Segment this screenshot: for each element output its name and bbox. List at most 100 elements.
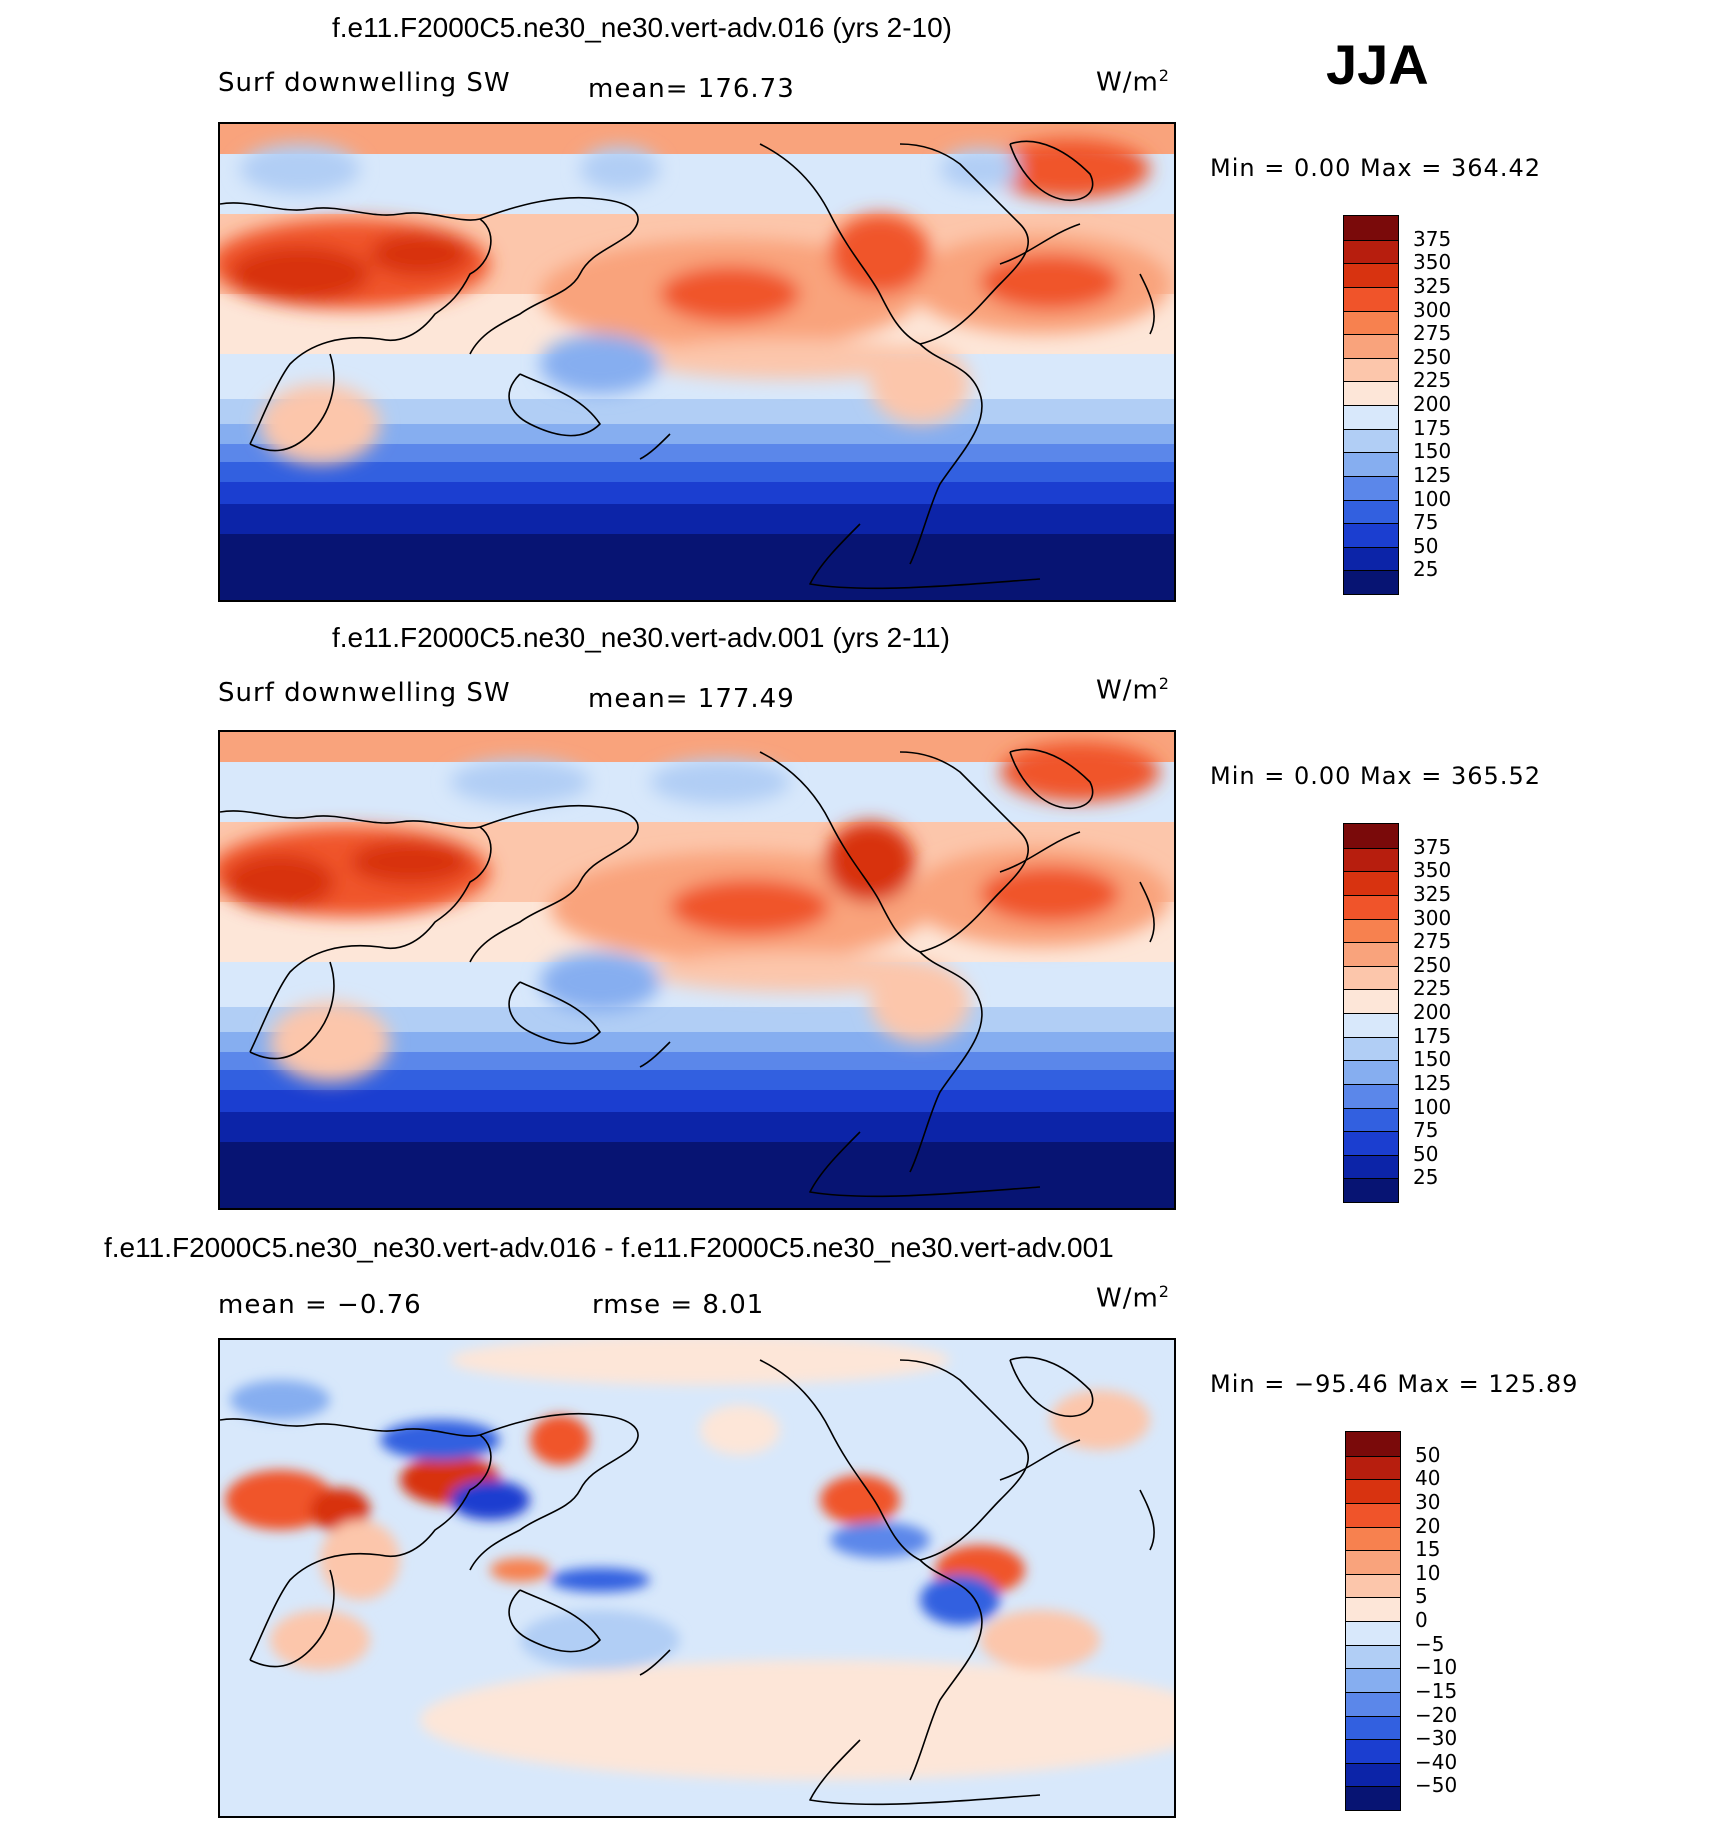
- colorbar-swatch: [1344, 546, 1398, 571]
- colorbar-tick-label: −10: [1415, 1655, 1458, 1680]
- colorbar-swatch: [1344, 523, 1398, 547]
- colorbar-swatch: [1344, 570, 1398, 594]
- colorbar-tick-label: 250: [1413, 344, 1452, 369]
- units-label: W/m2: [1096, 674, 1170, 706]
- rmse-label: rmse = 8.01: [592, 1290, 765, 1320]
- colorbar-tick-label: 125: [1413, 462, 1452, 487]
- panel-title: f.e11.F2000C5.ne30_ne30.vert-adv.016 - f…: [104, 1232, 1114, 1263]
- colorbar-tick-label: 150: [1413, 439, 1452, 464]
- colorbar-tick-label: −5: [1415, 1631, 1445, 1656]
- colorbar-tick-label: 275: [1413, 929, 1452, 954]
- mean-label: mean= 177.49: [588, 684, 795, 714]
- colorbar-tick-label: −50: [1415, 1773, 1458, 1798]
- units-label: W/m2: [1096, 1282, 1170, 1314]
- colorbar-tick-label: 75: [1413, 510, 1439, 535]
- colorbar-tick-label: −20: [1415, 1702, 1458, 1727]
- colorbar-swatch: [1346, 1479, 1400, 1503]
- colorbar-tick-label: 275: [1413, 321, 1452, 346]
- colorbar-swatch: [1344, 1060, 1398, 1084]
- colorbar-swatch: [1344, 334, 1398, 358]
- colorbar: [1343, 823, 1399, 1203]
- colorbar-swatch: [1344, 428, 1398, 453]
- colorbar-tick-label: 325: [1413, 273, 1452, 298]
- colorbar-swatch: [1346, 1715, 1400, 1740]
- colorbar-tick-label: 225: [1413, 976, 1452, 1001]
- colorbar-swatch: [1344, 1178, 1398, 1202]
- colorbar-swatch: [1344, 894, 1398, 919]
- mean-label: mean= 176.73: [588, 74, 795, 104]
- colorbar-swatch: [1344, 239, 1398, 264]
- colorbar-tick-label: 325: [1413, 881, 1452, 906]
- colorbar-tick-label: 5: [1415, 1584, 1428, 1609]
- colorbar-swatch: [1344, 847, 1398, 872]
- colorbar-swatch: [1344, 499, 1398, 524]
- colorbar-tick-label: 150: [1413, 1047, 1452, 1072]
- colorbar-tick-label: −30: [1415, 1726, 1458, 1751]
- colorbar-swatch: [1346, 1455, 1400, 1480]
- colorbar-tick-label: 100: [1413, 1094, 1452, 1119]
- colorbar-tick-label: 300: [1413, 905, 1452, 930]
- colorbar-tick-label: 375: [1413, 834, 1452, 859]
- colorbar-swatch: [1344, 942, 1398, 966]
- colorbar-swatch: [1344, 1154, 1398, 1179]
- colorbar-tick-label: 200: [1413, 1000, 1452, 1024]
- colorbar-swatch: [1344, 918, 1398, 943]
- colorbar: [1343, 215, 1399, 595]
- colorbar-swatch: [1344, 1013, 1398, 1037]
- colorbar-swatch: [1346, 1502, 1400, 1527]
- colorbar-swatch: [1346, 1573, 1400, 1598]
- min-max-label: Min = −95.46 Max = 125.89: [1210, 1370, 1579, 1398]
- panel-title: f.e11.F2000C5.ne30_ne30.vert-adv.001 (yr…: [332, 622, 950, 653]
- colorbar-tick-label: 20: [1415, 1513, 1441, 1538]
- colorbar-tick-label: 50: [1413, 533, 1439, 558]
- map-plot: [218, 730, 1176, 1210]
- panel-title: f.e11.F2000C5.ne30_ne30.vert-adv.016 (yr…: [332, 12, 953, 43]
- colorbar-swatch: [1344, 871, 1398, 895]
- colorbar-tick-label: 125: [1413, 1070, 1452, 1095]
- colorbar-swatch: [1346, 1550, 1400, 1574]
- colorbar-tick-label: 75: [1413, 1118, 1439, 1143]
- colorbar-tick-label: 350: [1413, 250, 1452, 275]
- colorbar-swatch: [1344, 452, 1398, 476]
- min-max-label: Min = 0.00 Max = 365.52: [1210, 762, 1541, 790]
- variable-label: Surf downwelling SW: [218, 678, 511, 708]
- colorbar-swatch: [1344, 1083, 1398, 1108]
- colorbar-tick-label: −15: [1415, 1678, 1458, 1703]
- colorbar-swatch: [1346, 1739, 1400, 1763]
- colorbar-swatch: [1346, 1597, 1400, 1621]
- colorbar-swatch: [1344, 286, 1398, 311]
- mean-label: mean = −0.76: [218, 1290, 422, 1320]
- colorbar-tick-label: 50: [1413, 1141, 1439, 1166]
- min-max-label: Min = 0.00 Max = 364.42: [1210, 154, 1541, 182]
- colorbar-swatch: [1344, 1107, 1398, 1132]
- colorbar-swatch: [1346, 1432, 1400, 1456]
- colorbar-swatch: [1344, 405, 1398, 429]
- colorbar-tick-label: 175: [1413, 1023, 1452, 1048]
- colorbar-swatch: [1344, 357, 1398, 382]
- colorbar-swatch: [1344, 263, 1398, 287]
- colorbar-swatch: [1346, 1691, 1400, 1716]
- colorbar-tick-label: 30: [1415, 1489, 1441, 1514]
- colorbar-swatch: [1344, 965, 1398, 990]
- variable-label: Surf downwelling SW: [218, 68, 511, 98]
- colorbar-tick-label: 25: [1413, 1165, 1439, 1190]
- colorbar-tick-label: 375: [1413, 226, 1452, 251]
- colorbar-swatch: [1344, 310, 1398, 335]
- colorbar-tick-label: 350: [1413, 858, 1452, 883]
- map-plot: [218, 122, 1176, 602]
- colorbar-swatch: [1346, 1668, 1400, 1692]
- colorbar-tick-label: 175: [1413, 415, 1452, 440]
- colorbar-swatch: [1346, 1762, 1400, 1787]
- colorbar-tick-label: 200: [1413, 392, 1452, 416]
- colorbar-tick-label: 15: [1415, 1537, 1441, 1562]
- season-label: JJA: [1326, 33, 1429, 96]
- colorbar-swatch: [1346, 1526, 1400, 1551]
- colorbar-tick-label: 225: [1413, 368, 1452, 393]
- colorbar-swatch: [1344, 216, 1398, 240]
- colorbar-swatch: [1344, 381, 1398, 405]
- colorbar-tick-label: 250: [1413, 952, 1452, 977]
- colorbar-tick-label: 0: [1415, 1608, 1428, 1632]
- colorbar-swatch: [1344, 475, 1398, 500]
- units-label: W/m2: [1096, 66, 1170, 98]
- colorbar: [1345, 1431, 1401, 1811]
